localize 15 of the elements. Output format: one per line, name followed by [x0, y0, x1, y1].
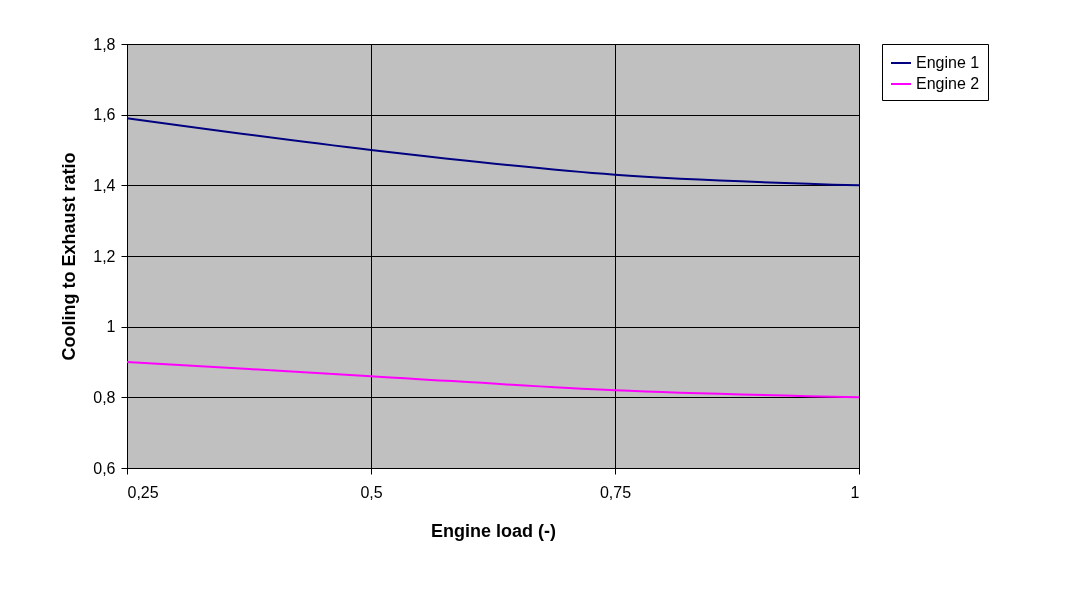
y-tick-label: 0,8 — [93, 388, 116, 406]
y-tick-label: 1,8 — [93, 35, 116, 53]
y-axis-title: Cooling to Exhaust ratio — [59, 152, 80, 361]
y-tick-label: 1 — [106, 318, 116, 336]
x-tick-label: 0,5 — [360, 483, 383, 501]
y-tick-label: 1,2 — [93, 247, 116, 265]
y-tick-label: 1,6 — [93, 106, 116, 124]
x-tick-label: 1 — [850, 483, 860, 501]
y-tick-label: 1,4 — [93, 176, 116, 194]
x-tick-label: 0,75 — [599, 483, 632, 501]
y-tick-label: 0,6 — [93, 459, 116, 477]
legend-label: Engine 1 — [916, 54, 980, 71]
legend-label: Engine 2 — [916, 75, 980, 92]
x-tick-label: 0,25 — [127, 483, 159, 501]
x-axis-title: Engine load (-) — [431, 520, 556, 541]
